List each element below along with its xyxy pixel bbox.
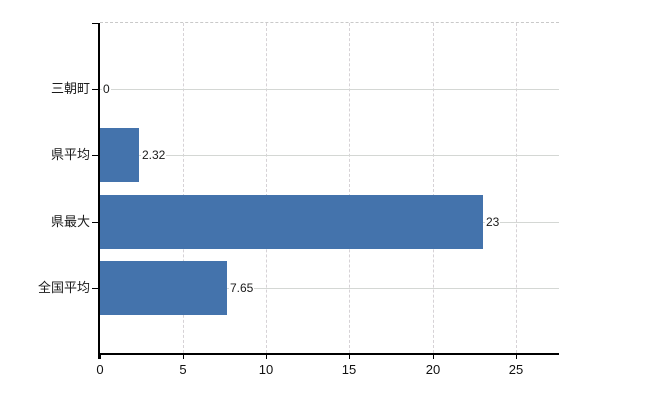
category-label: 県平均 bbox=[50, 147, 90, 162]
x-gridline bbox=[183, 23, 184, 353]
category-label: 全国平均 bbox=[37, 280, 90, 295]
value-label: 23 bbox=[485, 214, 501, 230]
y-axis-line bbox=[98, 23, 100, 359]
value-label: 2.32 bbox=[141, 147, 167, 163]
x-axis-tick bbox=[266, 355, 267, 359]
value-label: 0 bbox=[102, 81, 111, 97]
x-tick-label: 5 bbox=[179, 362, 187, 377]
x-gridline bbox=[266, 23, 267, 353]
x-axis-tick bbox=[433, 355, 434, 359]
y-gridline bbox=[100, 155, 559, 156]
y-axis-tick bbox=[92, 288, 98, 289]
x-tick-label: 0 bbox=[96, 362, 104, 377]
x-tick-label: 10 bbox=[258, 362, 274, 377]
bar bbox=[100, 128, 139, 182]
x-gridline bbox=[349, 23, 350, 353]
x-tick-label: 20 bbox=[425, 362, 441, 377]
y-axis-tick bbox=[92, 89, 98, 90]
plot-top-border bbox=[100, 22, 559, 23]
x-axis-tick bbox=[516, 355, 517, 359]
x-tick-label: 25 bbox=[508, 362, 524, 377]
x-axis-tick bbox=[183, 355, 184, 359]
value-label: 7.65 bbox=[229, 280, 255, 296]
x-axis-tick bbox=[100, 355, 101, 359]
category-label: 県最大 bbox=[50, 214, 90, 229]
y-gridline bbox=[100, 288, 559, 289]
category-label: 三朝町 bbox=[50, 81, 90, 96]
x-gridline bbox=[516, 23, 517, 353]
x-gridline bbox=[433, 23, 434, 353]
y-gridline bbox=[100, 89, 559, 90]
y-axis-tick bbox=[92, 155, 98, 156]
y-axis-tick bbox=[92, 222, 98, 223]
x-tick-label: 15 bbox=[341, 362, 357, 377]
y-axis-tick bbox=[92, 23, 98, 24]
x-axis-line bbox=[98, 353, 559, 355]
bar bbox=[100, 261, 227, 315]
x-axis-tick bbox=[349, 355, 350, 359]
bar bbox=[100, 195, 483, 249]
